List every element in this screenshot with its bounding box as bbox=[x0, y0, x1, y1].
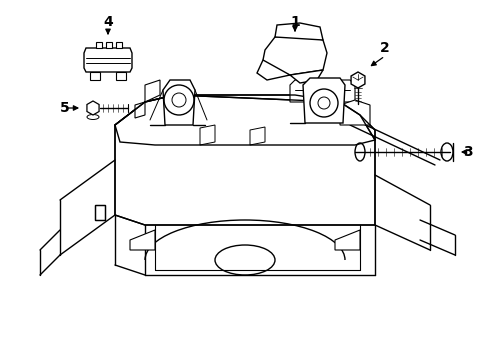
Polygon shape bbox=[95, 205, 105, 220]
Polygon shape bbox=[96, 42, 102, 48]
Polygon shape bbox=[303, 78, 345, 123]
Polygon shape bbox=[116, 42, 122, 48]
Polygon shape bbox=[115, 95, 374, 145]
Polygon shape bbox=[289, 80, 354, 102]
Polygon shape bbox=[145, 80, 160, 102]
Polygon shape bbox=[350, 72, 364, 88]
Text: 2: 2 bbox=[379, 41, 389, 55]
Polygon shape bbox=[289, 70, 323, 83]
Polygon shape bbox=[249, 127, 264, 145]
Polygon shape bbox=[274, 23, 323, 40]
Text: 5: 5 bbox=[60, 101, 70, 115]
Polygon shape bbox=[130, 230, 155, 250]
Polygon shape bbox=[163, 80, 195, 125]
Polygon shape bbox=[116, 72, 126, 80]
Polygon shape bbox=[115, 95, 374, 225]
Polygon shape bbox=[87, 101, 99, 115]
Polygon shape bbox=[135, 102, 145, 118]
Polygon shape bbox=[200, 125, 215, 145]
Polygon shape bbox=[263, 35, 326, 75]
Polygon shape bbox=[334, 230, 359, 250]
Text: 3: 3 bbox=[462, 145, 472, 159]
Polygon shape bbox=[106, 42, 112, 48]
Polygon shape bbox=[84, 48, 132, 72]
Text: 4: 4 bbox=[103, 15, 113, 29]
Polygon shape bbox=[339, 100, 369, 125]
Polygon shape bbox=[257, 60, 289, 80]
Text: 1: 1 bbox=[289, 15, 299, 29]
Polygon shape bbox=[90, 72, 100, 80]
